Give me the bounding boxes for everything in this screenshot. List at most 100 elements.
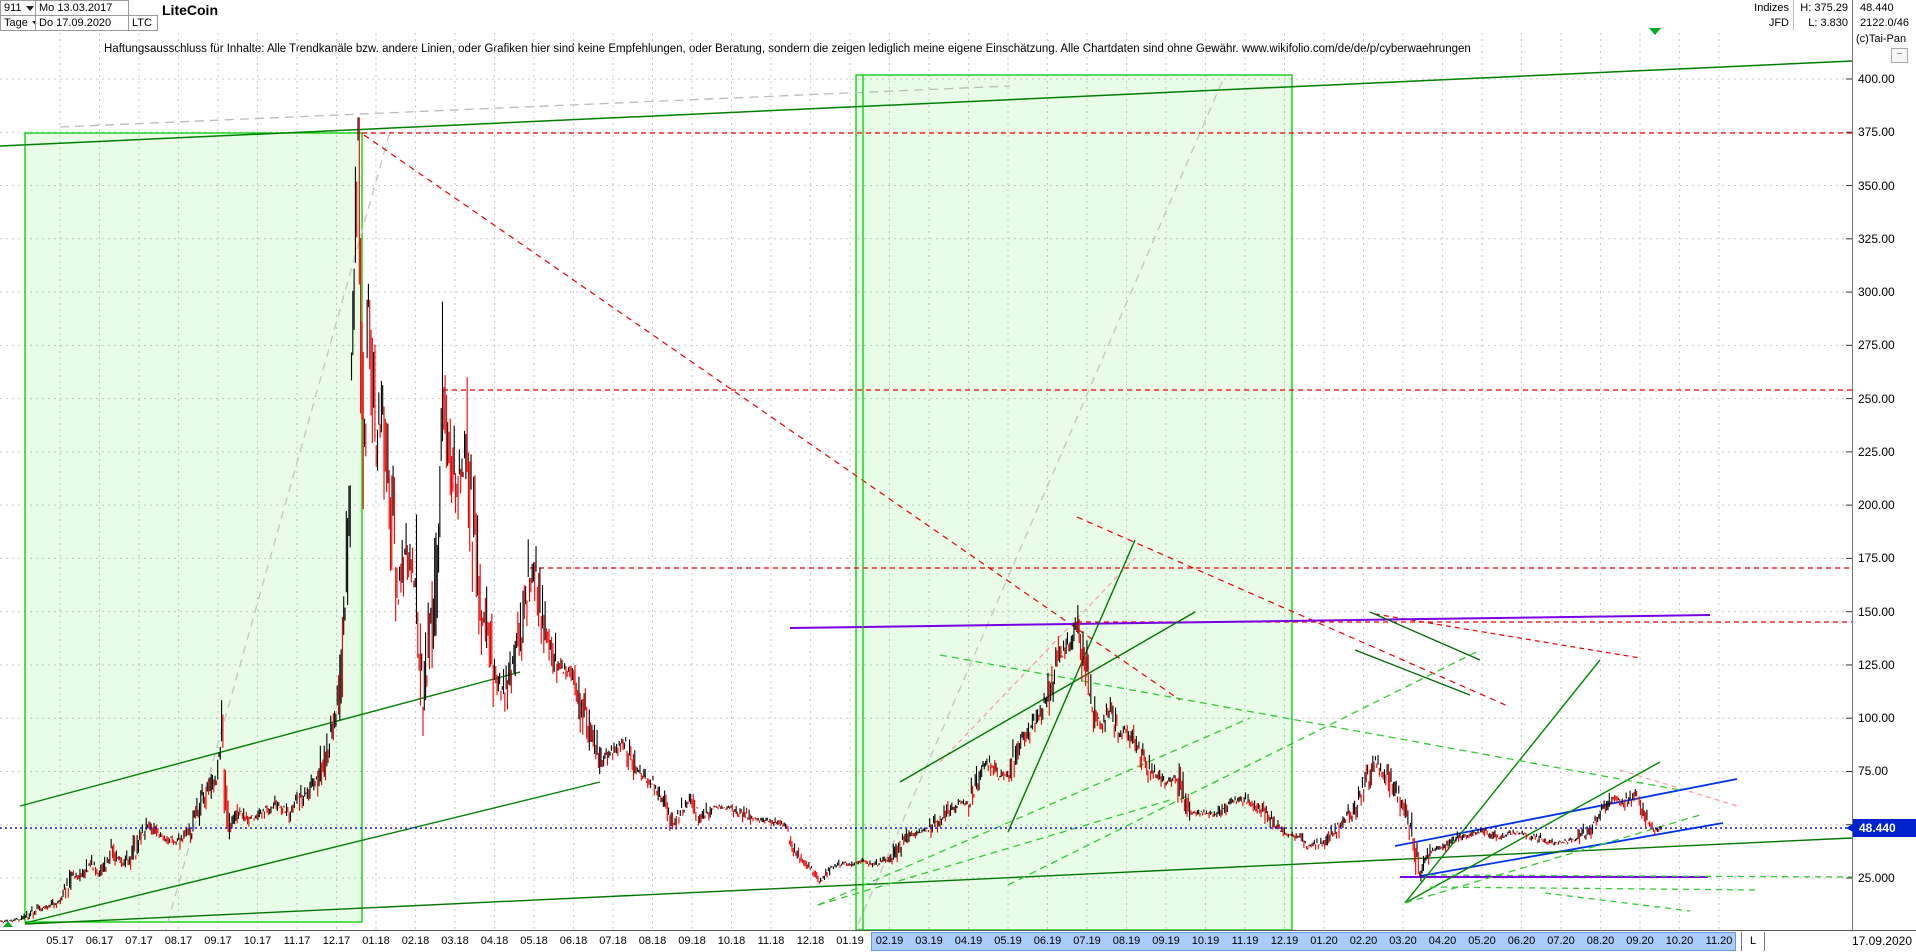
x-axis-label: 08.19 — [1112, 935, 1141, 947]
x-axis-label: 10.20 — [1665, 935, 1694, 947]
chevron-down-icon — [25, 5, 34, 11]
x-axis-label: 11.18 — [757, 935, 785, 947]
copyright-label: (c)Tai-Pan — [1856, 33, 1907, 45]
x-axis-label: 05.17 — [46, 935, 74, 947]
x-axis-label: 07.19 — [1073, 935, 1101, 947]
x-axis: 05.17 06.17 07.17 08.17 09.17 10.17 11.17 12.17… — [0, 930, 1916, 952]
trend-line[interactable] — [1354, 649, 1471, 696]
candlestick-series — [0, 117, 1662, 924]
trend-line[interactable] — [1394, 778, 1738, 847]
last-price-value: 48.440 — [1860, 1, 1894, 14]
x-axis-range-highlight[interactable] — [870, 932, 1736, 951]
gridlines — [0, 33, 1852, 930]
x-axis-label: 10.18 — [717, 935, 746, 947]
x-axis-label: 10.17 — [243, 935, 272, 947]
trend-line[interactable] — [59, 85, 1011, 128]
marker-up-triangle-icon — [3, 921, 13, 927]
x-axis-label: 12.17 — [322, 935, 351, 947]
trend-line[interactable] — [24, 837, 1852, 925]
x-axis-label: 06.17 — [85, 935, 114, 947]
start-date-field[interactable]: Mo 13.03.2017 — [35, 0, 129, 16]
price-chart-plot[interactable] — [0, 30, 1852, 930]
period-dropdown[interactable]: Tage — [0, 15, 40, 31]
y-axis-label: 175.00 — [1858, 551, 1895, 566]
x-axis-label: 09.19 — [1152, 935, 1180, 947]
scale-mode-button[interactable]: L — [1741, 932, 1765, 951]
disclaimer-text: Haftungsausschluss für Inhalte: Alle Tre… — [104, 43, 1471, 55]
price-badge-notch — [1846, 824, 1853, 832]
trend-line[interactable] — [789, 614, 1711, 629]
x-axis-label: 11.17 — [283, 935, 311, 947]
trend-channel-box[interactable] — [24, 132, 363, 923]
x-axis-label: 09.18 — [678, 935, 706, 947]
symbol-value: LTC — [132, 17, 152, 29]
x-axis-label: 12.18 — [796, 935, 825, 947]
marker-down-triangle-icon[interactable] — [1649, 28, 1661, 35]
x-axis-label: 01.18 — [362, 935, 390, 947]
x-axis-label: 05.19 — [994, 935, 1022, 947]
x-axis-label: 06.19 — [1033, 935, 1062, 947]
trend-line[interactable] — [1404, 761, 1661, 904]
x-axis-label: 02.20 — [1349, 935, 1378, 947]
trend-line[interactable] — [939, 557, 1136, 763]
y-axis-label: 75.00 — [1858, 764, 1889, 779]
high-value: H: 375.29 — [1800, 1, 1848, 14]
x-axis-label: 04.19 — [954, 935, 983, 947]
x-axis-label: 01.20 — [1310, 935, 1338, 947]
trend-line[interactable] — [1369, 611, 1481, 661]
y-axis-label: 250.00 — [1858, 391, 1895, 406]
trend-line[interactable] — [817, 717, 1251, 906]
trend-line[interactable] — [847, 74, 1226, 930]
trend-line[interactable] — [363, 134, 1181, 701]
trend-line[interactable] — [1429, 886, 1761, 891]
trend-line[interactable] — [1007, 539, 1136, 833]
x-axis-label: 09.17 — [204, 935, 232, 947]
y-axis-label: 325.00 — [1858, 231, 1895, 246]
trend-line[interactable] — [1429, 874, 1852, 878]
collapse-button[interactable]: − — [1891, 48, 1908, 63]
trend-line[interactable] — [1076, 516, 1511, 708]
trend-channel-box[interactable] — [855, 74, 1293, 930]
x-axis-label: 06.18 — [559, 935, 588, 947]
y-axis-label: 125.00 — [1858, 657, 1895, 672]
x-axis-label: 07.18 — [599, 935, 627, 947]
trend-line[interactable] — [24, 781, 601, 924]
x-axis-label: 05.20 — [1468, 935, 1496, 947]
broker-label: JFD — [1730, 15, 1794, 30]
x-axis-label: 03.18 — [441, 935, 469, 947]
x-axis-label: 11.20 — [1705, 935, 1733, 947]
trend-line[interactable] — [19, 671, 521, 807]
x-axis-label: 11.19 — [1231, 935, 1259, 947]
trend-line[interactable] — [1007, 649, 1481, 886]
trend-line[interactable] — [1404, 814, 1701, 904]
x-axis-label: 10.19 — [1191, 935, 1220, 947]
trend-line[interactable] — [939, 654, 1681, 791]
trend-line[interactable] — [1619, 769, 1738, 807]
x-axis-label: 12.19 — [1270, 935, 1299, 947]
trend-line[interactable] — [1374, 613, 1641, 659]
x-axis-label: 02.18 — [401, 935, 430, 947]
period-value: Tage — [4, 17, 28, 29]
trend-line[interactable] — [0, 60, 1852, 147]
y-axis-label: 100.00 — [1858, 711, 1895, 726]
axis-border — [1852, 0, 1853, 930]
x-axis-label: 06.20 — [1507, 935, 1536, 947]
y-axis-label: 200.00 — [1858, 498, 1895, 513]
y-axis-label: 25.000 — [1858, 871, 1895, 885]
y-axis-label: 225.00 — [1858, 444, 1895, 459]
symbol-field[interactable]: LTC — [128, 15, 158, 31]
x-axis-label: 07.20 — [1547, 935, 1575, 947]
x-axis-label: 01.19 — [836, 935, 864, 947]
trend-line[interactable] — [1544, 892, 1691, 912]
instrument-title: LiteCoin — [162, 2, 218, 18]
y-axis-label: 375.00 — [1858, 125, 1895, 140]
end-date-field[interactable]: Do 17.09.2020 — [35, 15, 129, 31]
trend-line[interactable] — [817, 799, 1171, 906]
x-axis-label: 04.20 — [1428, 935, 1457, 947]
y-axis-label: 150.00 — [1858, 604, 1895, 619]
trend-line[interactable] — [1419, 822, 1724, 877]
bars-count-dropdown[interactable]: 911 — [0, 0, 36, 16]
last-date-label: 17.09.2020 — [1851, 934, 1912, 948]
x-axis-label: 07.17 — [125, 935, 153, 947]
trend-line[interactable] — [1404, 659, 1601, 904]
